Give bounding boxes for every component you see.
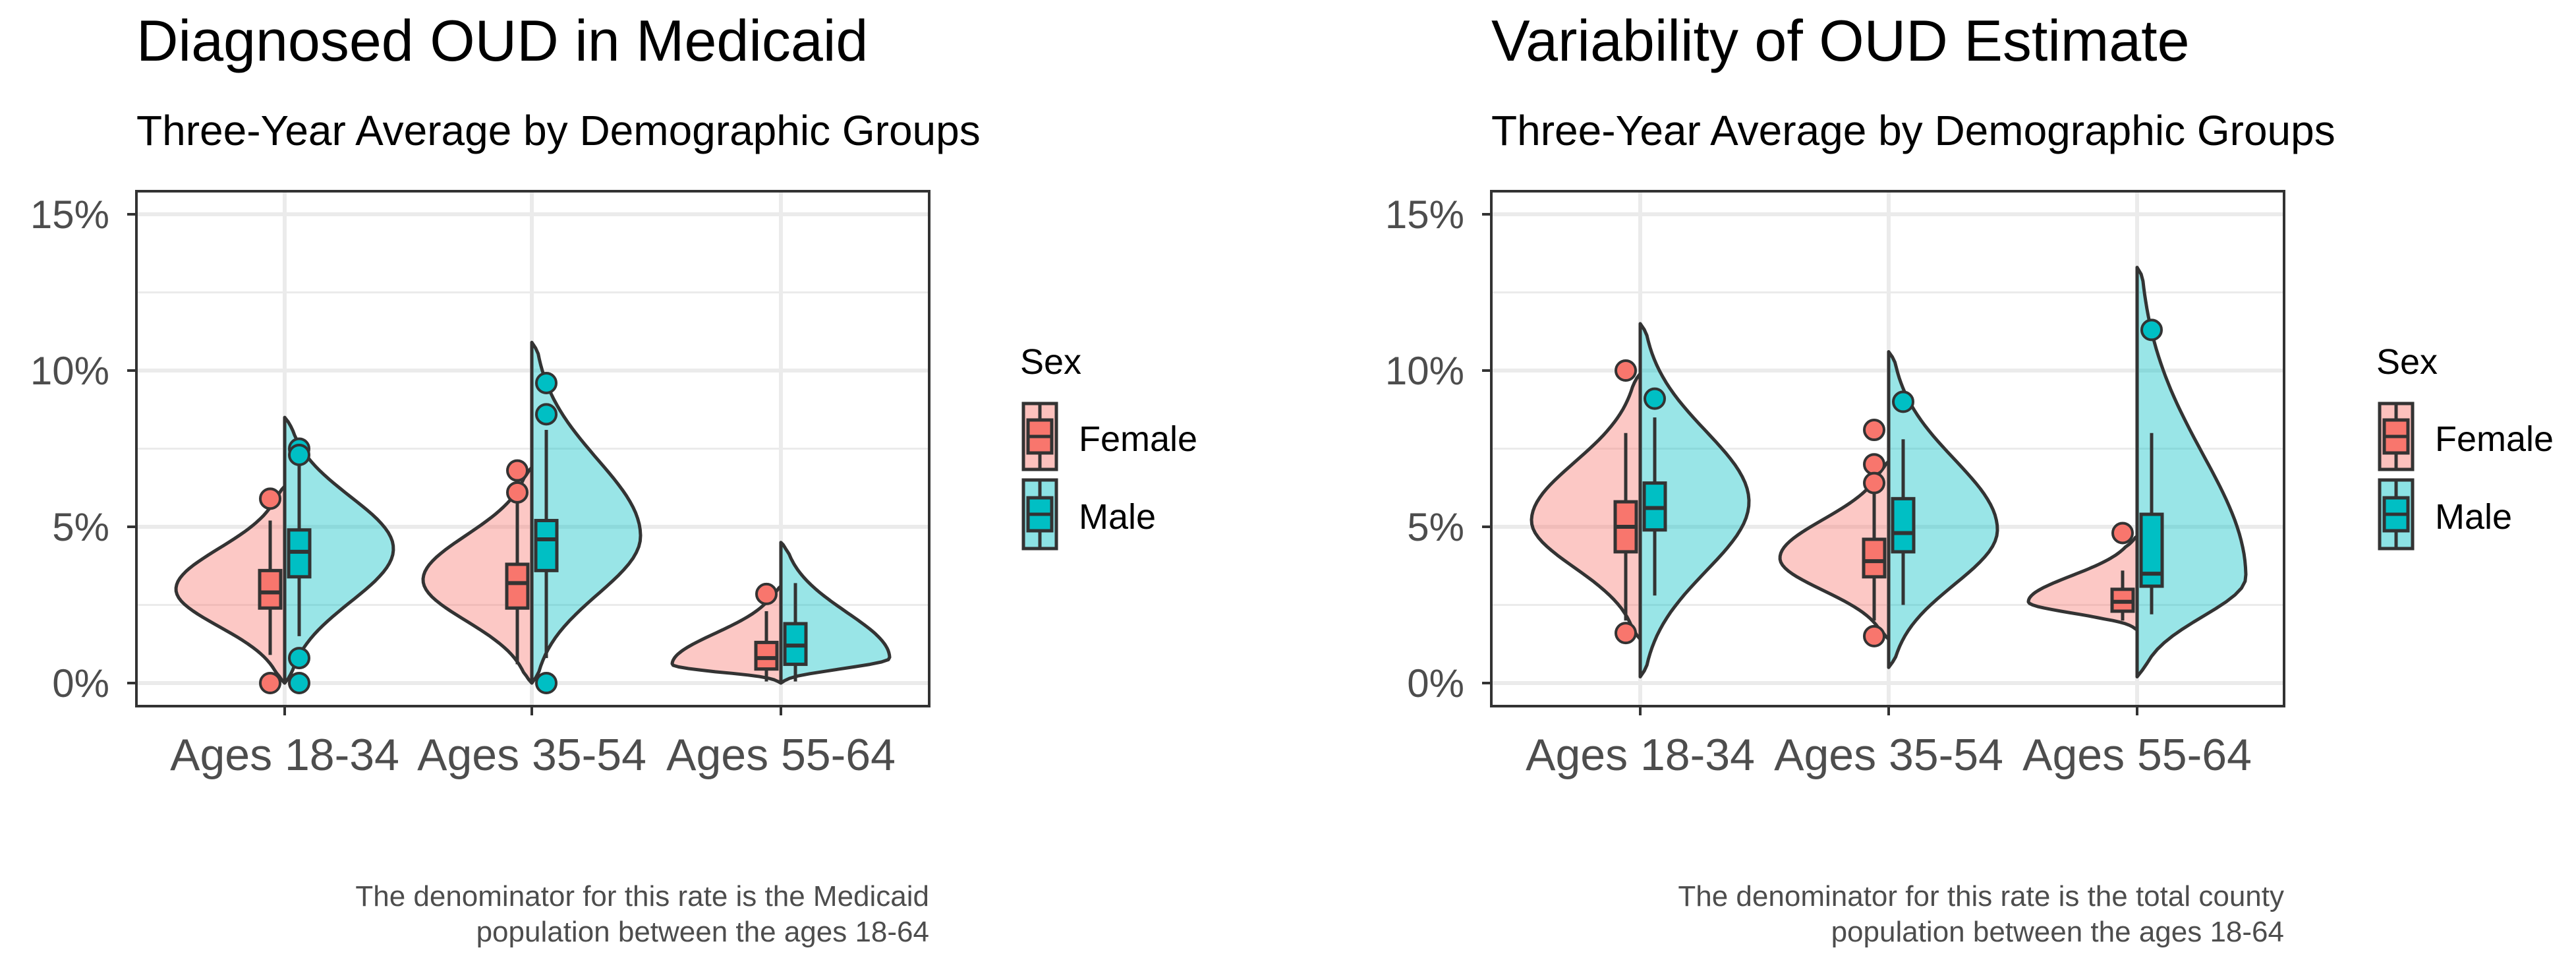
legend: Sex Female Male bbox=[1020, 342, 1197, 551]
x-axis-ticks: Ages 18-34 Ages 35-54 Ages 55-64 bbox=[170, 730, 896, 780]
violin-group-female bbox=[421, 459, 534, 685]
caption-line-2: population between the ages 18-64 bbox=[1831, 916, 2284, 948]
outlier-point-male bbox=[288, 647, 310, 670]
caption-line-1: The denominator for this rate is the tot… bbox=[1678, 880, 2284, 913]
outlier-point-male bbox=[1644, 387, 1666, 410]
box-male bbox=[534, 519, 559, 572]
violin-group-male bbox=[530, 340, 643, 694]
legend-label-male: Male bbox=[2435, 497, 2512, 537]
outlier-point-male bbox=[535, 371, 558, 394]
violin-group-female bbox=[1778, 419, 1891, 647]
x-tick-label: Ages 18-34 bbox=[1526, 730, 1755, 780]
chart-subtitle: Three-Year Average by Demographic Groups bbox=[136, 107, 981, 154]
violins bbox=[1530, 266, 2248, 679]
chart-title: Diagnosed OUD in Medicaid bbox=[136, 8, 868, 73]
caption-line-2: population between the ages 18-64 bbox=[476, 916, 929, 948]
x-tick-label: Ages 35-54 bbox=[417, 730, 646, 780]
box-female bbox=[1862, 537, 1887, 579]
x-tick-label: Ages 35-54 bbox=[1774, 730, 2003, 780]
legend-key-male bbox=[1021, 478, 1058, 551]
outlier-point-female bbox=[259, 487, 281, 510]
outlier-point-male bbox=[535, 672, 558, 694]
violin-group-male bbox=[1887, 350, 1999, 669]
violin-half-female bbox=[174, 484, 287, 685]
violin-group-female bbox=[670, 582, 783, 685]
violin-group-female bbox=[2026, 522, 2139, 632]
chart-panel-variability: Variability of OUD Estimate Three-Year A… bbox=[1385, 8, 2554, 948]
y-tick-label: 10% bbox=[1385, 349, 1464, 393]
outlier-point-female bbox=[1863, 624, 1885, 647]
outlier-point-female bbox=[1615, 359, 1637, 382]
outlier-point-female bbox=[506, 481, 529, 504]
legend-title: Sex bbox=[1020, 342, 1081, 382]
y-axis-ticks: 15% 10% 5% 0% bbox=[30, 193, 109, 705]
x-tick-label: Ages 18-34 bbox=[170, 730, 399, 780]
y-tick-label: 5% bbox=[52, 505, 109, 549]
x-axis-ticks: Ages 18-34 Ages 35-54 Ages 55-64 bbox=[1526, 730, 2252, 780]
y-tick-label: 5% bbox=[1407, 505, 1464, 549]
violin-group-female bbox=[174, 484, 287, 694]
box-male bbox=[1891, 496, 1916, 554]
violin-group-male bbox=[2135, 266, 2248, 679]
outlier-point-male bbox=[288, 672, 310, 694]
box-female bbox=[258, 568, 283, 610]
outlier-point-female bbox=[2111, 522, 2134, 545]
chart-title: Variability of OUD Estimate bbox=[1491, 8, 2190, 73]
legend-key-female bbox=[1021, 402, 1058, 471]
outlier-point-male bbox=[288, 443, 310, 466]
outlier-point-female bbox=[1615, 622, 1637, 645]
y-tick-label: 0% bbox=[1407, 661, 1464, 705]
violin-group-female bbox=[1530, 359, 1642, 645]
violin-half-male bbox=[779, 541, 892, 685]
legend: Sex Female Male bbox=[2376, 342, 2554, 551]
violin-group-male bbox=[283, 415, 395, 694]
y-axis-ticks: 15% 10% 5% 0% bbox=[1385, 193, 1464, 705]
y-tick-label: 10% bbox=[30, 349, 109, 393]
chart-panel-diagnosed-oud: Diagnosed OUD in Medicaid Three-Year Ave… bbox=[30, 8, 1197, 948]
caption-line-1: The denominator for this rate is the Med… bbox=[355, 880, 929, 913]
outlier-point-male bbox=[1892, 390, 1914, 413]
chart-subtitle: Three-Year Average by Demographic Groups bbox=[1491, 107, 2335, 154]
x-tick-label: Ages 55-64 bbox=[2022, 730, 2252, 780]
box-female bbox=[505, 562, 530, 610]
violin-group-male bbox=[779, 541, 892, 685]
outlier-point-female bbox=[1863, 419, 1885, 442]
violin-half-female bbox=[1530, 372, 1642, 642]
outlier-point-female bbox=[1863, 471, 1885, 494]
y-tick-label: 15% bbox=[30, 193, 109, 237]
outlier-point-female bbox=[259, 672, 281, 694]
y-tick-label: 15% bbox=[1385, 193, 1464, 237]
violin-half-male bbox=[1638, 322, 1751, 679]
outlier-point-female bbox=[506, 459, 529, 482]
legend-label-female: Female bbox=[2435, 419, 2554, 459]
violin-group-male bbox=[1638, 322, 1751, 679]
outlier-point-female bbox=[755, 582, 778, 605]
outlier-point-male bbox=[2140, 318, 2163, 342]
legend-title: Sex bbox=[2376, 342, 2438, 382]
legend-key-female bbox=[2378, 402, 2415, 471]
outlier-point-female bbox=[1863, 453, 1885, 476]
x-tick-label: Ages 55-64 bbox=[666, 730, 896, 780]
legend-key-male bbox=[2378, 478, 2415, 551]
legend-label-female: Female bbox=[1079, 419, 1197, 459]
y-tick-label: 0% bbox=[52, 661, 109, 705]
outlier-point-male bbox=[535, 403, 558, 426]
box-female bbox=[754, 640, 779, 671]
legend-label-male: Male bbox=[1079, 497, 1156, 537]
violin-half-female bbox=[2026, 534, 2139, 632]
violins bbox=[174, 340, 892, 694]
